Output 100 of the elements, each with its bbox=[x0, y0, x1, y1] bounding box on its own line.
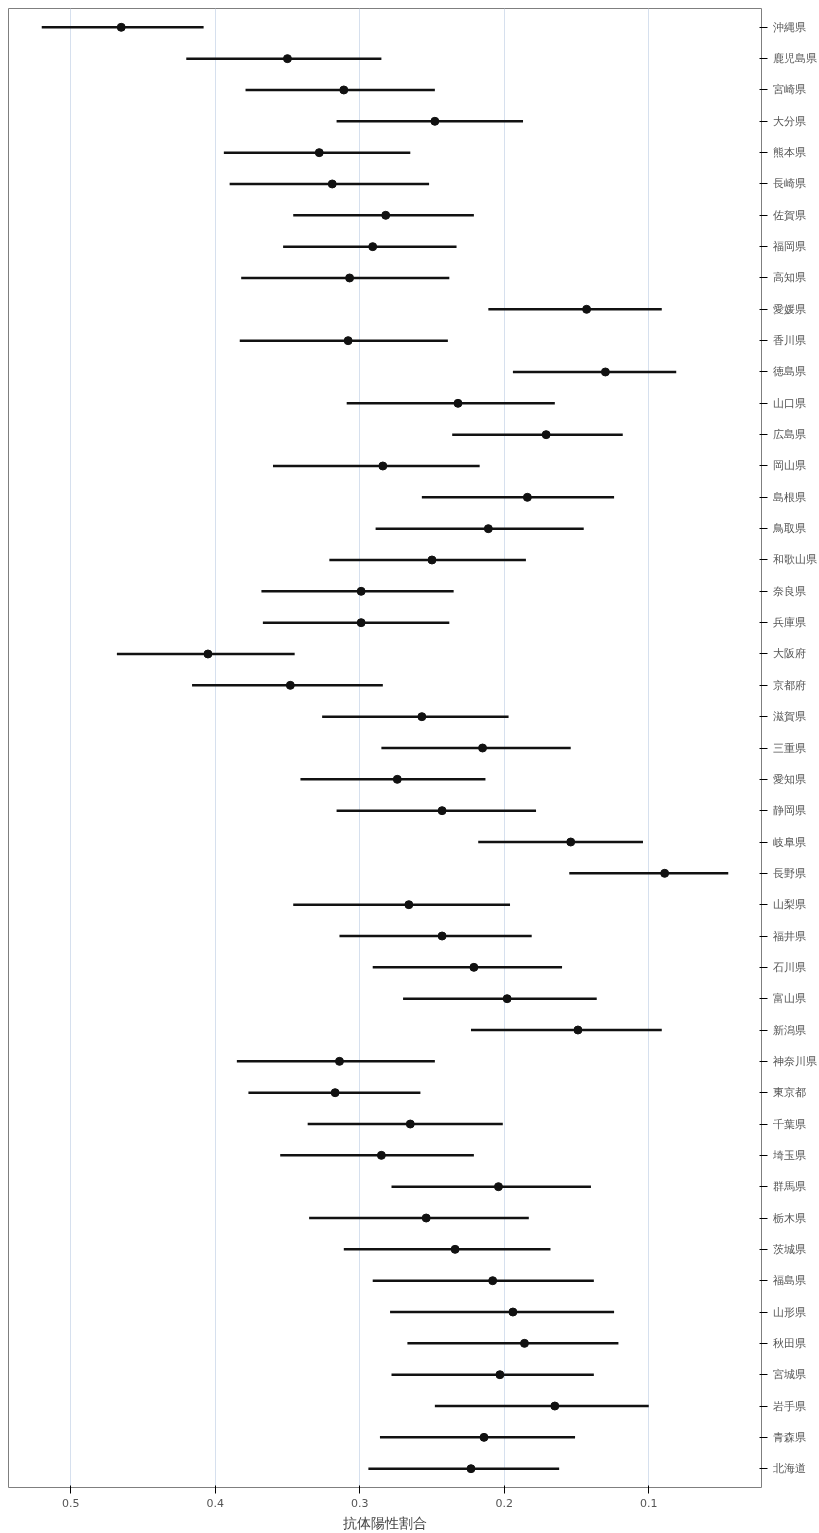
point bbox=[430, 116, 440, 126]
x-tick-label: 0.5 bbox=[61, 1496, 80, 1510]
y-tick-label: 福島県 bbox=[772, 1274, 806, 1288]
point bbox=[404, 900, 414, 910]
y-tick-label: 熊本県 bbox=[772, 146, 806, 160]
y-tick-label: 兵庫県 bbox=[772, 616, 806, 630]
point bbox=[541, 430, 551, 440]
x-axis-title: 抗体陽性割合 bbox=[343, 1514, 427, 1531]
y-tick-label: 沖縄県 bbox=[772, 20, 806, 34]
point bbox=[392, 774, 402, 784]
point bbox=[368, 242, 378, 252]
point bbox=[469, 962, 479, 972]
point bbox=[437, 806, 447, 816]
point bbox=[660, 868, 670, 878]
point bbox=[314, 148, 324, 158]
point bbox=[405, 1119, 415, 1129]
point bbox=[376, 1150, 386, 1160]
point bbox=[285, 680, 295, 690]
point bbox=[483, 524, 493, 534]
point bbox=[339, 85, 349, 95]
point bbox=[488, 1276, 498, 1286]
point bbox=[427, 555, 437, 565]
y-tick-label: 徳島県 bbox=[772, 365, 806, 379]
y-tick-label: 石川県 bbox=[772, 960, 806, 974]
point bbox=[519, 1338, 529, 1348]
x-tick-label: 0.3 bbox=[350, 1496, 369, 1510]
y-tick-label: 山梨県 bbox=[772, 898, 806, 912]
point bbox=[330, 1088, 340, 1098]
y-tick-label: 栃木県 bbox=[772, 1211, 806, 1225]
point bbox=[522, 492, 532, 502]
y-tick-label: 愛媛県 bbox=[772, 302, 806, 316]
point bbox=[345, 273, 355, 283]
point bbox=[466, 1464, 476, 1474]
x-tick-label: 0.2 bbox=[495, 1496, 513, 1510]
y-tick-label: 大阪府 bbox=[772, 647, 806, 661]
point bbox=[495, 1370, 505, 1380]
y-tick-label: 岩手県 bbox=[772, 1399, 806, 1413]
y-tick-label: 鳥取県 bbox=[771, 522, 806, 536]
y-tick-label: 秋田県 bbox=[772, 1336, 806, 1350]
y-tick-label: 山口県 bbox=[772, 396, 806, 410]
point bbox=[479, 1432, 489, 1442]
y-tick-label: 香川県 bbox=[772, 334, 806, 348]
point bbox=[327, 179, 337, 189]
y-tick-label: 千葉県 bbox=[772, 1117, 806, 1131]
point bbox=[453, 398, 463, 408]
y-tick-label: 愛知県 bbox=[772, 772, 806, 786]
point bbox=[437, 931, 447, 941]
point bbox=[421, 1213, 431, 1223]
y-tick-label: 青森県 bbox=[772, 1430, 806, 1444]
y-tick-label: 新潟県 bbox=[772, 1023, 806, 1037]
y-tick-label: 広島県 bbox=[772, 428, 806, 442]
y-tick-label: 福岡県 bbox=[772, 240, 806, 254]
y-tick-label: 島根県 bbox=[772, 490, 806, 504]
point bbox=[334, 1056, 344, 1066]
x-tick-label: 0.1 bbox=[640, 1496, 658, 1510]
y-tick-label: 群馬県 bbox=[772, 1180, 806, 1194]
point bbox=[381, 210, 391, 220]
y-tick-label: 埼玉県 bbox=[771, 1148, 806, 1162]
y-tick-label: 福井県 bbox=[772, 929, 806, 943]
y-tick-label: 茨城県 bbox=[772, 1242, 806, 1256]
point bbox=[203, 649, 213, 659]
point bbox=[493, 1182, 503, 1192]
y-tick-label: 長野県 bbox=[772, 866, 806, 880]
y-tick-label: 北海道 bbox=[772, 1462, 806, 1476]
y-tick-label: 神奈川県 bbox=[772, 1054, 817, 1068]
y-tick-label: 三重県 bbox=[772, 741, 806, 755]
y-tick-label: 高知県 bbox=[772, 271, 806, 285]
y-tick-label: 和歌山県 bbox=[772, 553, 817, 567]
y-tick-label: 長崎県 bbox=[772, 177, 806, 191]
y-tick-label: 静岡県 bbox=[772, 804, 806, 818]
y-tick-label: 鹿児島県 bbox=[772, 52, 817, 66]
point bbox=[116, 22, 126, 32]
point bbox=[573, 1025, 583, 1035]
y-tick-label: 東京都 bbox=[772, 1086, 806, 1100]
y-tick-label: 山形県 bbox=[772, 1305, 806, 1319]
y-tick-label: 宮城県 bbox=[772, 1368, 806, 1382]
point bbox=[343, 336, 353, 346]
point bbox=[417, 712, 427, 722]
y-tick-label: 宮崎県 bbox=[772, 83, 806, 97]
x-tick-label: 0.4 bbox=[206, 1496, 224, 1510]
y-tick-label: 岡山県 bbox=[772, 459, 806, 473]
point bbox=[600, 367, 610, 377]
point bbox=[582, 304, 592, 314]
point bbox=[478, 743, 488, 753]
y-tick-label: 大分県 bbox=[772, 114, 806, 128]
point bbox=[566, 837, 576, 847]
point bbox=[378, 461, 388, 471]
point bbox=[450, 1244, 460, 1254]
y-tick-label: 富山県 bbox=[772, 992, 806, 1006]
y-tick-label: 京都府 bbox=[772, 678, 806, 692]
point bbox=[550, 1401, 560, 1411]
y-tick-label: 岐阜県 bbox=[772, 835, 806, 849]
point bbox=[282, 54, 292, 64]
y-tick-label: 滋賀県 bbox=[772, 710, 806, 724]
point bbox=[356, 586, 366, 596]
point bbox=[356, 618, 366, 628]
point bbox=[502, 994, 512, 1004]
y-tick-label: 佐賀県 bbox=[772, 208, 806, 222]
point bbox=[508, 1307, 518, 1317]
y-tick-label: 奈良県 bbox=[772, 584, 806, 598]
